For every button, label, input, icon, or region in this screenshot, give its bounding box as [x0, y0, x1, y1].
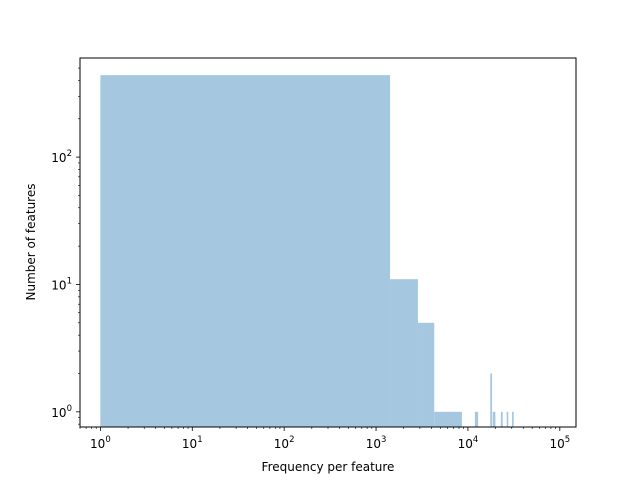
- x-axis-label: Frequency per feature: [262, 460, 395, 474]
- histogram-bar: [506, 411, 509, 427]
- x-tick-label: 101: [182, 435, 203, 451]
- y-axis-label: Number of features: [24, 184, 38, 301]
- x-tick-label: 103: [366, 435, 387, 451]
- histogram-bar: [474, 411, 479, 427]
- histogram-bars: [100, 75, 514, 428]
- histogram-bar: [100, 75, 391, 428]
- plot-frame: [79, 57, 577, 428]
- histogram-bar: [500, 411, 503, 427]
- histogram-bar: [434, 411, 462, 427]
- y-tick-label: 101: [51, 276, 72, 292]
- histogram-bar: [512, 411, 514, 427]
- y-tick-label: 100: [51, 404, 72, 420]
- major-ticks: 100 101 102 103 104 105 100 101 102: [51, 149, 570, 451]
- histogram-bar: [417, 322, 435, 427]
- y-tick-label: 102: [51, 149, 72, 165]
- histogram-bar: [490, 373, 493, 427]
- histogram-bar: [492, 411, 496, 427]
- x-tick-label: 105: [549, 435, 570, 451]
- x-tick-label: 100: [90, 435, 111, 451]
- x-tick-label: 102: [274, 435, 295, 451]
- x-tick-label: 104: [458, 435, 479, 451]
- histogram-bar: [390, 279, 418, 427]
